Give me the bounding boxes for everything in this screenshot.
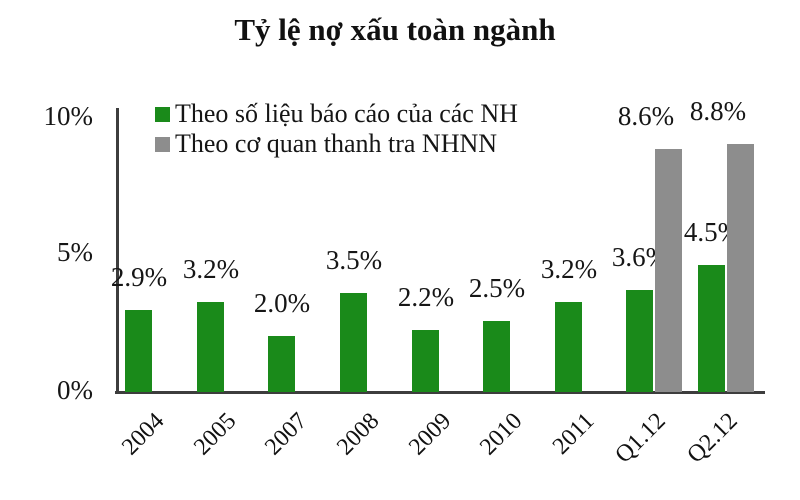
bar-value-label: 8.6% [617, 101, 675, 131]
x-tick-label-2011: 2011 [547, 408, 600, 460]
x-tick-label-2005: 2005 [189, 408, 242, 461]
bar-value-label: 3.5% [325, 245, 383, 275]
bar-value-label: 2.0% [253, 288, 311, 318]
bar-value-label: 3.2% [540, 254, 598, 284]
x-tick-label-2007: 2007 [260, 408, 313, 461]
legend: Theo số liệu báo cáo của các NH Theo cơ … [155, 99, 518, 159]
bar-green-2008 [340, 293, 367, 392]
bar-green-Q2.12 [698, 265, 725, 392]
bar-gray-Q1.12 [655, 149, 682, 392]
bar-green-2005 [197, 302, 224, 392]
legend-item-inspectorate: Theo cơ quan thanh tra NHNN [155, 129, 518, 159]
bar-value-label: 2.9% [110, 262, 168, 292]
x-tick-label-2010: 2010 [475, 408, 528, 461]
y-axis-tick-0: 0% [57, 375, 93, 405]
bar-green-Q1.12 [626, 290, 653, 392]
bar-green-2011 [555, 302, 582, 392]
bar-green-2004 [125, 310, 152, 392]
bar-green-2010 [483, 321, 510, 392]
bar-green-2009 [412, 330, 439, 392]
x-tick-label-Q1.12: Q1.12 [610, 408, 671, 469]
x-tick-label-2004: 2004 [117, 408, 170, 461]
legend-item-banks: Theo số liệu báo cáo của các NH [155, 99, 518, 129]
bar-value-label: 2.5% [468, 273, 526, 303]
y-axis-tick-5: 5% [57, 237, 93, 267]
bar-value-label: 2.2% [397, 282, 455, 312]
y-axis-tick-10: 10% [43, 101, 94, 131]
legend-label: Theo số liệu báo cáo của các NH [175, 99, 518, 128]
legend-swatch-gray-icon [155, 136, 170, 152]
bar-value-label: 8.8% [689, 96, 747, 126]
chart-title: Tỷ lệ nợ xấu toàn ngành [234, 12, 556, 47]
bar-gray-Q2.12 [727, 144, 754, 392]
legend-label: Theo cơ quan thanh tra NHNN [175, 129, 498, 158]
legend-swatch-green-icon [155, 106, 170, 122]
x-tick-label-Q2.12: Q2.12 [682, 408, 743, 469]
bar-value-label: 3.6% [611, 242, 669, 272]
bar-value-label: 3.2% [182, 254, 240, 284]
bar-value-label: 4.5% [683, 217, 741, 247]
x-axis-line [115, 391, 765, 394]
y-axis-line [116, 108, 119, 393]
x-tick-label-2008: 2008 [332, 408, 385, 461]
x-tick-label-2009: 2009 [404, 408, 457, 461]
bar-green-2007 [268, 336, 295, 392]
